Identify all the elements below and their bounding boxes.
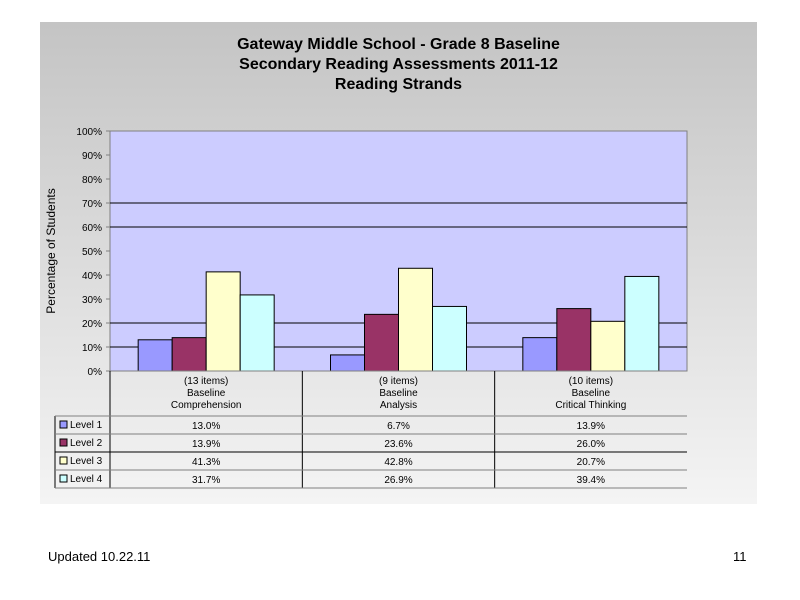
y-tick-label: 50%: [82, 247, 102, 258]
table-value: 41.3%: [192, 457, 220, 468]
category-label: Comprehension: [171, 400, 242, 411]
category-label: (9 items): [379, 376, 418, 387]
legend-label-level-4: Level 4: [70, 474, 103, 485]
table-value: 20.7%: [577, 457, 605, 468]
y-tick-label: 30%: [82, 295, 102, 306]
y-axis-title: Percentage of Students: [44, 188, 58, 313]
table-value: 13.0%: [192, 421, 220, 432]
category-label: Analysis: [380, 400, 417, 411]
category-label: (10 items): [569, 376, 613, 387]
y-tick-label: 0%: [88, 367, 103, 378]
legend-label-level-3: Level 3: [70, 456, 103, 467]
bar-3-level-1: [522, 337, 558, 372]
legend-key-level-2: [59, 438, 68, 447]
y-tick-label: 90%: [82, 151, 102, 162]
chart-title-line-3: Reading Strands: [334, 76, 463, 93]
category-label: Critical Thinking: [555, 400, 626, 411]
y-tick-label: 20%: [82, 319, 102, 330]
bar-3-level-2: [556, 308, 592, 372]
table-value: 31.7%: [192, 475, 220, 486]
table-value: 23.6%: [384, 439, 412, 450]
bar-3-level-3: [590, 320, 626, 372]
y-tick-label: 70%: [82, 199, 102, 210]
table-value: 6.7%: [387, 421, 410, 432]
table-value: 26.0%: [577, 439, 605, 450]
bar-1-level-3: [205, 271, 241, 372]
bar-2-level-3: [398, 267, 433, 372]
page-number: 11: [733, 549, 747, 564]
table-value: 42.8%: [384, 457, 412, 468]
table-value: 13.9%: [577, 421, 605, 432]
category-label: Baseline: [572, 388, 611, 399]
y-tick-label: 100%: [76, 127, 102, 138]
y-tick-label: 60%: [82, 223, 102, 234]
bar-1-level-4: [239, 294, 275, 372]
bar-2-level-1: [330, 354, 365, 372]
table-value: 26.9%: [384, 475, 412, 486]
chart-title-line-1: Gateway Middle School - Grade 8 Baseline: [237, 36, 560, 53]
y-tick-label: 10%: [82, 343, 102, 354]
legend-key-level-3: [59, 456, 68, 465]
legend-label-level-1: Level 1: [70, 420, 103, 431]
legend-label-level-2: Level 2: [70, 438, 103, 449]
legend-key-level-4: [59, 474, 68, 483]
bar-1-level-1: [137, 339, 173, 372]
y-tick-label: 40%: [82, 271, 102, 282]
category-label: (13 items): [184, 376, 228, 387]
table-value: 39.4%: [577, 475, 605, 486]
updated-date: Updated 10.22.11: [48, 549, 151, 564]
category-label: Baseline: [187, 388, 226, 399]
legend-key-level-1: [59, 420, 68, 429]
table-value: 13.9%: [192, 439, 220, 450]
bar-2-level-4: [432, 305, 467, 372]
bar-3-level-4: [624, 275, 660, 372]
chart-title-line-2: Secondary Reading Assessments 2011-12: [239, 56, 558, 73]
chart-title: Gateway Middle School - Grade 8 Baseline…: [40, 35, 757, 95]
bar-2-level-2: [364, 313, 399, 372]
y-tick-label: 80%: [82, 175, 102, 186]
bar-1-level-2: [171, 337, 207, 372]
category-label: Baseline: [379, 388, 418, 399]
